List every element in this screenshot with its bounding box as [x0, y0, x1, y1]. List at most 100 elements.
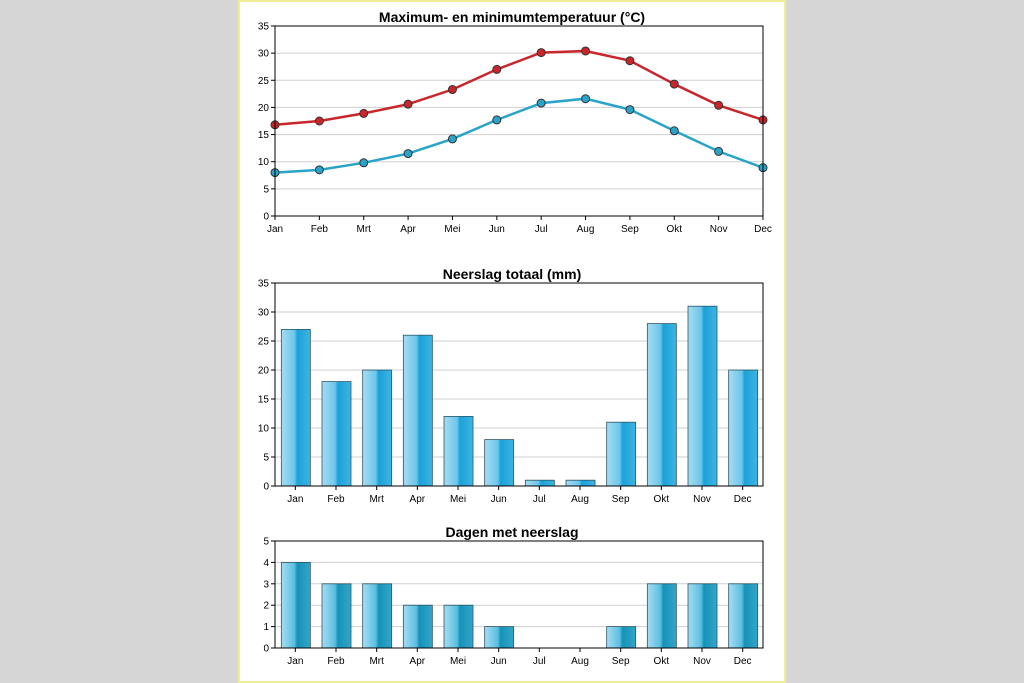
rain-days-bar	[280, 562, 311, 649]
rain-days-bar	[321, 583, 352, 649]
rain-days-bar	[687, 583, 718, 649]
rain-days-x-tick-label: Dec	[734, 656, 752, 667]
rain-days-chart-title: Dagen met neerslag	[445, 524, 578, 540]
min-temperature-point	[447, 134, 457, 144]
rain-days-y-tick-label: 3	[263, 579, 269, 590]
precipitation-y-tick-label: 30	[258, 308, 270, 319]
min-temperature-point	[536, 98, 546, 108]
temperature-gridlines	[275, 52, 763, 190]
precipitation-y-axis: 0 5 10 15 20 25 30 35	[258, 279, 275, 493]
precipitation-bar	[321, 381, 352, 487]
precipitation-y-tick-label: 0	[263, 482, 269, 493]
temperature-y-tick-label: 5	[263, 184, 269, 195]
precipitation-bar	[362, 369, 393, 487]
precipitation-chart: Neerslag totaal (mm) 0 5 10 15 20 25 30 35 Jan F…	[258, 266, 764, 505]
max-temperature-point	[314, 116, 324, 126]
precipitation-gridlines	[275, 311, 763, 458]
temperature-chart-title: Maximum- en minimumtemperatuur (°C)	[379, 9, 645, 25]
rain-days-x-tick-label: Okt	[654, 656, 670, 667]
rain-days-x-tick-label: Mei	[450, 656, 466, 667]
temperature-x-axis: Jan Feb Mrt Apr Mei Jun Jul Aug Sep Okt Nov Dec	[267, 216, 772, 235]
rain-days-bar	[443, 604, 474, 649]
max-temperature-point	[403, 99, 413, 109]
temperature-y-tick-label: 30	[258, 49, 270, 60]
rain-days-x-tick-label: Jul	[533, 656, 546, 667]
climate-panel: Maximum- en minimumtemperatuur (°C) 0 5 10…	[238, 0, 786, 683]
rain-days-x-axis: Jan Feb Mrt Apr Mei Jun Jul Aug Sep Okt Nov Dec	[287, 648, 752, 667]
precipitation-x-tick-label: Nov	[693, 494, 711, 505]
min-temperature-point	[359, 158, 369, 168]
min-temperature-point	[492, 115, 502, 125]
precipitation-x-tick-label: Dec	[734, 494, 752, 505]
temperature-x-tick-label: Nov	[710, 224, 728, 235]
temperature-y-tick-label: 15	[258, 130, 270, 141]
precipitation-x-tick-label: Mrt	[369, 494, 384, 505]
precipitation-x-tick-label: Apr	[410, 494, 426, 505]
precipitation-bar	[280, 328, 311, 487]
rain-days-chart: Dagen met neerslag 0 1 2 3 4 5 Jan Feb Mrt Apr Me…	[263, 524, 764, 667]
min-temperature-point	[314, 165, 324, 175]
precipitation-y-tick-label: 25	[258, 337, 270, 348]
rain-days-bar	[728, 583, 759, 649]
rain-days-x-tick-label: Nov	[693, 656, 711, 667]
temperature-plot-frame	[274, 25, 764, 217]
temperature-x-tick-label: Jun	[489, 224, 505, 235]
precipitation-bar	[565, 479, 596, 487]
rain-days-plot-frame	[274, 540, 764, 649]
rain-days-x-tick-label: Feb	[327, 656, 345, 667]
rain-days-y-tick-label: 0	[263, 644, 269, 655]
precipitation-bar	[524, 479, 555, 487]
precipitation-plot-frame	[274, 282, 764, 487]
temperature-x-tick-label: Okt	[666, 224, 682, 235]
temperature-x-tick-label: Jul	[535, 224, 548, 235]
min-temperature-point	[669, 126, 679, 136]
temperature-x-tick-label: Jan	[267, 224, 283, 235]
precipitation-y-tick-label: 5	[263, 453, 269, 464]
temperature-x-tick-label: Dec	[754, 224, 772, 235]
rain-days-x-tick-label: Apr	[410, 656, 426, 667]
precipitation-bar	[402, 334, 433, 487]
temperature-y-axis: 0 5 10 15 20 25 30 35	[258, 22, 275, 223]
rain-days-x-tick-label: Jun	[491, 656, 507, 667]
precipitation-bar	[728, 369, 759, 487]
temperature-y-tick-label: 35	[258, 22, 270, 33]
rain-days-bar	[646, 583, 677, 649]
rain-days-y-tick-label: 2	[263, 601, 269, 612]
min-temperature-point	[714, 146, 724, 156]
precipitation-bar	[443, 415, 474, 487]
temperature-x-tick-label: Aug	[577, 224, 595, 235]
precipitation-bar	[606, 421, 637, 487]
rain-days-bar	[606, 626, 637, 649]
climate-charts: Maximum- en minimumtemperatuur (°C) 0510…	[258, 9, 772, 667]
precipitation-bar	[646, 323, 677, 487]
rain-days-y-axis: 0 1 2 3 4 5	[263, 537, 275, 655]
rain-days-y-tick-label: 4	[263, 558, 269, 569]
precipitation-x-tick-label: Jul	[533, 494, 546, 505]
precipitation-x-tick-label: Jan	[287, 494, 303, 505]
precipitation-x-tick-label: Feb	[327, 494, 345, 505]
rain-days-x-tick-label: Jan	[287, 656, 303, 667]
min-temperature-point	[403, 149, 413, 159]
temperature-series	[270, 46, 768, 178]
temperature-x-tick-label: Mei	[444, 224, 460, 235]
precipitation-bar	[484, 439, 515, 487]
max-temperature-point	[492, 64, 502, 74]
precipitation-y-tick-label: 15	[258, 395, 270, 406]
rain-days-bar	[484, 626, 515, 649]
max-temperature-line	[274, 49, 764, 127]
max-temperature-point	[714, 100, 724, 110]
max-temperature-point	[359, 108, 369, 118]
precipitation-x-axis: Jan Feb Mrt Apr Mei Jun Jul Aug Sep Okt Nov Dec	[287, 486, 752, 505]
max-temperature-point	[536, 48, 546, 58]
rain-days-y-tick-label: 1	[263, 622, 269, 633]
temperature-y-tick-label: 20	[258, 103, 270, 114]
precipitation-x-tick-label: Jun	[491, 494, 507, 505]
rain-days-x-tick-label: Aug	[571, 656, 589, 667]
precipitation-y-tick-label: 35	[258, 279, 270, 290]
max-temperature-point	[447, 85, 457, 95]
temperature-y-tick-label: 10	[258, 157, 270, 168]
temperature-x-tick-label: Sep	[621, 224, 639, 235]
precipitation-x-tick-label: Aug	[571, 494, 589, 505]
rain-days-bar	[362, 583, 393, 649]
precipitation-bar	[687, 305, 718, 487]
